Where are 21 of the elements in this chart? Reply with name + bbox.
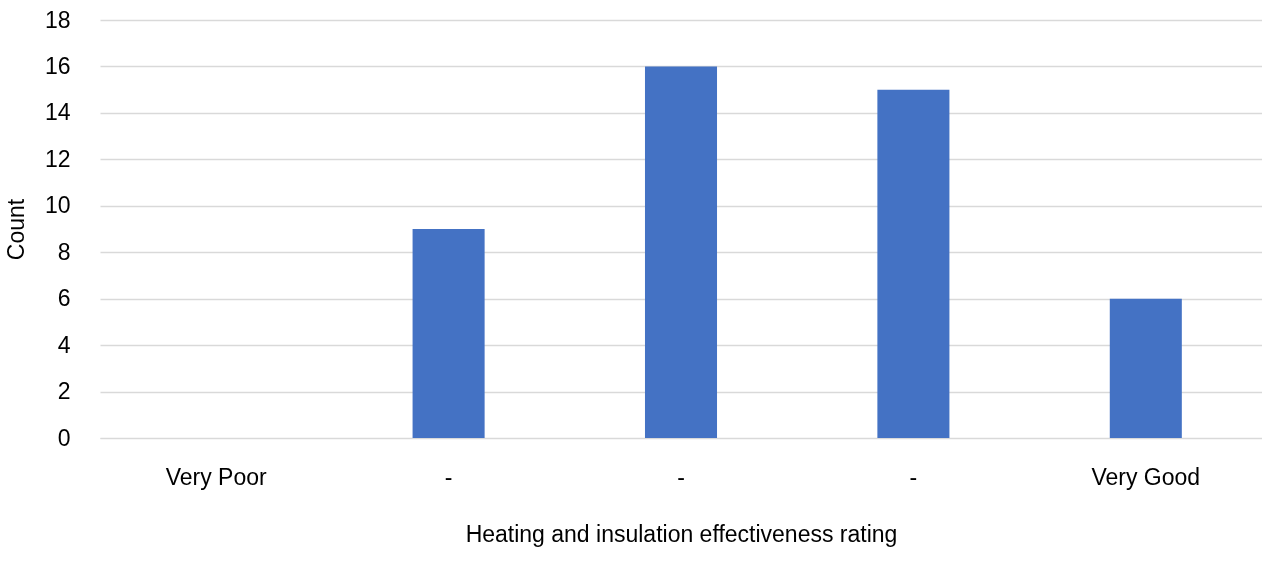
y-tick-label: 14 (44, 99, 71, 126)
bar (644, 66, 718, 438)
bar (412, 229, 485, 438)
y-tick-label: 8 (57, 238, 71, 265)
y-axis-title: Count (2, 198, 29, 261)
y-tick-label: 10 (44, 192, 71, 219)
x-tick-label: - (909, 463, 918, 490)
y-tick-label: 4 (57, 331, 71, 358)
y-tick-label: 6 (57, 285, 71, 312)
y-tick-label: 16 (44, 52, 71, 79)
y-tick-label: 2 (57, 378, 71, 405)
x-tick-label: Very Good (1091, 463, 1201, 490)
x-tick-label: Very Poor (165, 463, 268, 490)
y-tick-label: 18 (44, 6, 71, 33)
x-tick-label: - (444, 463, 453, 490)
x-axis-title: Heating and insulation effectiveness rating (465, 520, 898, 547)
y-tick-label: 0 (57, 424, 71, 451)
bar (877, 89, 950, 438)
x-tick-label: - (677, 463, 685, 490)
bar (1109, 298, 1182, 438)
y-tick-label: 12 (44, 145, 71, 172)
